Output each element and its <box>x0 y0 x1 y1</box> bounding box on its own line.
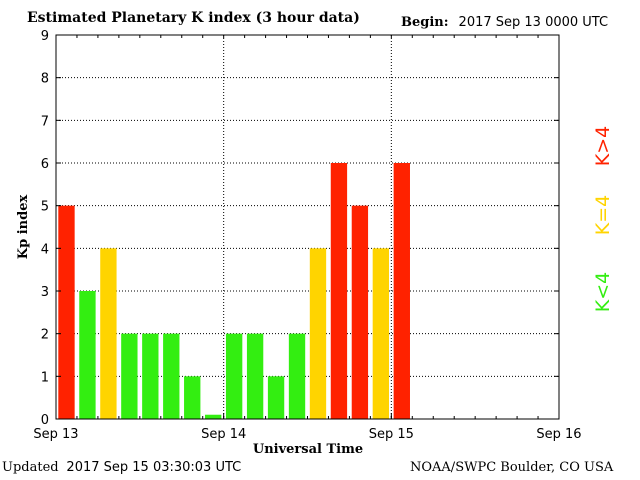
y-tick-label: 9 <box>41 29 49 44</box>
y-tick-label: 0 <box>41 413 49 428</box>
y-tick-label: 1 <box>41 370 49 385</box>
kp-bar <box>288 333 306 419</box>
y-tick-label: 7 <box>41 114 49 129</box>
legend-item: K<4 <box>592 272 614 312</box>
kp-bar <box>58 205 75 419</box>
x-axis-ticks: Sep 13 Sep 14 Sep 15 Sep 16 <box>33 35 582 442</box>
kp-bar <box>142 333 159 419</box>
begin-info: Begin: 2017 Sep 13 0000 UTC <box>401 15 608 30</box>
updated-info: Updated 2017 Sep 15 03:30:03 UTC <box>2 460 241 475</box>
y-tick-label: 6 <box>41 157 49 172</box>
chart-title: Estimated Planetary K index (3 hour data… <box>27 10 360 26</box>
updated-label: Updated <box>2 460 59 475</box>
y-axis-title: Kp index <box>16 195 31 260</box>
kp-bar <box>100 248 117 419</box>
chart-grid <box>56 35 559 419</box>
kp-bar <box>393 163 410 419</box>
kp-bar <box>184 376 201 419</box>
kp-bar <box>163 333 180 419</box>
legend-item: K>4 <box>592 126 614 166</box>
updated-value: 2017 Sep 15 03:30:03 UTC <box>66 460 242 475</box>
x-tick-label: Sep 13 <box>33 427 78 442</box>
kp-bar <box>121 333 138 419</box>
kp-bar <box>225 333 243 419</box>
kp-bar <box>330 163 348 419</box>
kp-bar <box>309 248 327 419</box>
y-tick-label: 5 <box>41 200 49 215</box>
y-axis-ticks: 0 1 2 3 4 5 6 7 8 9 <box>41 29 559 428</box>
y-tick-label: 8 <box>41 72 49 87</box>
x-tick-label: Sep 14 <box>201 427 246 442</box>
kp-bar <box>246 333 264 419</box>
kp-bar <box>79 291 96 419</box>
x-axis-title: Universal Time <box>253 442 363 457</box>
chart-bars <box>58 163 410 419</box>
kp-bar <box>267 376 285 419</box>
begin-value: 2017 Sep 13 0000 UTC <box>458 15 609 30</box>
y-tick-label: 4 <box>41 242 49 257</box>
x-tick-label: Sep 15 <box>369 427 414 442</box>
credit-text: NOAA/SWPC Boulder, CO USA <box>410 460 614 475</box>
kp-bar <box>351 205 369 419</box>
begin-label: Begin: <box>401 15 449 30</box>
kp-bar <box>205 414 222 419</box>
y-tick-label: 2 <box>41 328 49 343</box>
y-tick-label: 3 <box>41 285 49 300</box>
legend-item: K=4 <box>592 195 614 235</box>
kp-bar <box>372 248 390 419</box>
x-tick-label: Sep 16 <box>536 427 581 442</box>
chart-legend: K<4 K=4 K>4 <box>592 126 614 312</box>
